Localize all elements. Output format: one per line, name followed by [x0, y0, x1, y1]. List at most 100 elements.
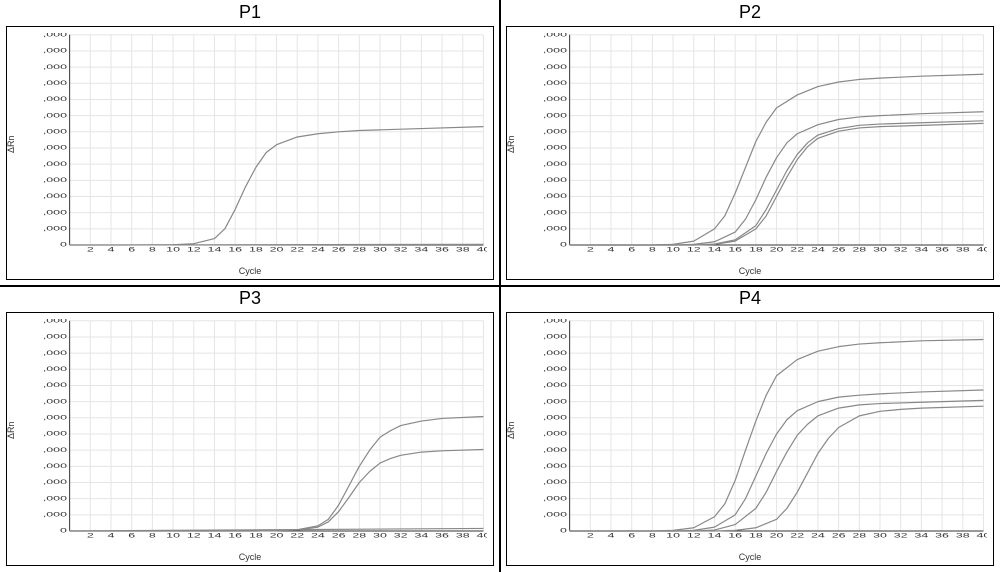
y-axis-label: ΔRn [506, 421, 516, 439]
svg-text:22: 22 [790, 247, 804, 254]
svg-text:6: 6 [628, 247, 636, 254]
svg-text:34: 34 [914, 247, 928, 254]
svg-text:40: 40 [977, 247, 987, 254]
svg-text:75,000: 75,000 [43, 193, 68, 200]
svg-text:38: 38 [456, 533, 470, 540]
svg-text:0: 0 [60, 528, 68, 535]
svg-text:24: 24 [811, 533, 825, 540]
svg-text:325,000: 325,000 [543, 319, 568, 324]
svg-text:200,000: 200,000 [543, 398, 568, 405]
svg-text:2: 2 [587, 247, 594, 254]
svg-text:30: 30 [373, 533, 387, 540]
svg-text:34: 34 [414, 247, 428, 254]
svg-text:28: 28 [352, 247, 366, 254]
svg-text:14: 14 [708, 247, 722, 254]
svg-text:50,000: 50,000 [543, 209, 568, 216]
svg-text:275,000: 275,000 [43, 64, 68, 71]
svg-text:200,000: 200,000 [543, 112, 568, 119]
chart: ΔRnCycle025,00050,00075,000100,000125,00… [6, 312, 494, 566]
svg-text:40: 40 [477, 247, 487, 254]
plot-area: 025,00050,00075,000100,000125,000150,000… [543, 319, 987, 541]
svg-text:6: 6 [628, 533, 636, 540]
svg-text:10: 10 [666, 247, 680, 254]
svg-text:20: 20 [270, 247, 284, 254]
svg-text:38: 38 [956, 247, 970, 254]
svg-text:100,000: 100,000 [43, 463, 68, 470]
chart: ΔRnCycle025,00050,00075,000100,000125,00… [6, 26, 494, 280]
svg-text:25,000: 25,000 [543, 511, 568, 518]
svg-text:12: 12 [187, 533, 201, 540]
plot-area: 025,00050,00075,000100,000125,000150,000… [43, 33, 487, 255]
svg-text:16: 16 [228, 533, 242, 540]
svg-text:38: 38 [956, 533, 970, 540]
svg-text:10: 10 [166, 533, 180, 540]
horizontal-divider [0, 285, 1000, 287]
svg-text:40: 40 [977, 533, 987, 540]
svg-text:16: 16 [728, 247, 742, 254]
svg-text:25,000: 25,000 [43, 225, 68, 232]
svg-text:32: 32 [394, 533, 408, 540]
svg-text:250,000: 250,000 [43, 366, 68, 373]
svg-text:150,000: 150,000 [543, 145, 568, 152]
svg-text:100,000: 100,000 [43, 177, 68, 184]
panel-title: P3 [0, 288, 500, 309]
svg-text:25,000: 25,000 [43, 511, 68, 518]
svg-text:150,000: 150,000 [543, 431, 568, 438]
chart: ΔRnCycle025,00050,00075,000100,000125,00… [506, 312, 994, 566]
svg-text:18: 18 [249, 247, 263, 254]
panel-p2: P2ΔRnCycle025,00050,00075,000100,000125,… [500, 0, 1000, 286]
svg-text:2: 2 [587, 533, 594, 540]
svg-text:14: 14 [208, 247, 222, 254]
svg-text:2: 2 [87, 533, 94, 540]
svg-text:150,000: 150,000 [43, 145, 68, 152]
svg-text:125,000: 125,000 [43, 161, 68, 168]
plot-area: 025,00050,00075,000100,000125,000150,000… [43, 319, 487, 541]
panel-p1: P1ΔRnCycle025,00050,00075,000100,000125,… [0, 0, 500, 286]
svg-text:250,000: 250,000 [543, 366, 568, 373]
svg-text:175,000: 175,000 [543, 128, 568, 135]
svg-text:28: 28 [852, 247, 866, 254]
svg-text:36: 36 [435, 533, 449, 540]
panel-p4: P4ΔRnCycle025,00050,00075,000100,000125,… [500, 286, 1000, 572]
svg-text:24: 24 [311, 533, 325, 540]
svg-text:16: 16 [228, 247, 242, 254]
svg-text:175,000: 175,000 [43, 414, 68, 421]
chart: ΔRnCycle025,00050,00075,000100,000125,00… [506, 26, 994, 280]
svg-text:50,000: 50,000 [43, 209, 68, 216]
svg-text:325,000: 325,000 [43, 319, 68, 324]
svg-text:10: 10 [666, 533, 680, 540]
x-axis-label: Cycle [507, 552, 993, 562]
svg-text:300,000: 300,000 [543, 48, 568, 55]
svg-text:26: 26 [832, 247, 846, 254]
svg-text:18: 18 [249, 533, 263, 540]
svg-text:26: 26 [332, 533, 346, 540]
svg-text:125,000: 125,000 [43, 447, 68, 454]
y-axis-label: ΔRn [6, 421, 16, 439]
svg-text:8: 8 [149, 533, 157, 540]
svg-text:30: 30 [873, 247, 887, 254]
svg-text:0: 0 [560, 528, 568, 535]
svg-text:28: 28 [852, 533, 866, 540]
x-axis-label: Cycle [507, 266, 993, 276]
svg-text:175,000: 175,000 [543, 414, 568, 421]
svg-text:300,000: 300,000 [543, 334, 568, 341]
svg-text:4: 4 [608, 533, 616, 540]
svg-text:250,000: 250,000 [43, 80, 68, 87]
svg-text:36: 36 [935, 247, 949, 254]
y-axis-label: ΔRn [6, 135, 16, 153]
svg-text:32: 32 [394, 247, 408, 254]
svg-text:18: 18 [749, 533, 763, 540]
svg-text:26: 26 [832, 533, 846, 540]
plot-area: 025,00050,00075,000100,000125,000150,000… [543, 33, 987, 255]
svg-text:22: 22 [290, 533, 304, 540]
svg-text:24: 24 [311, 247, 325, 254]
svg-text:100,000: 100,000 [543, 463, 568, 470]
svg-text:225,000: 225,000 [543, 382, 568, 389]
svg-text:36: 36 [435, 247, 449, 254]
svg-text:36: 36 [935, 533, 949, 540]
svg-text:50,000: 50,000 [543, 495, 568, 502]
svg-text:275,000: 275,000 [543, 64, 568, 71]
svg-text:200,000: 200,000 [43, 112, 68, 119]
svg-text:20: 20 [770, 247, 784, 254]
svg-text:175,000: 175,000 [43, 128, 68, 135]
